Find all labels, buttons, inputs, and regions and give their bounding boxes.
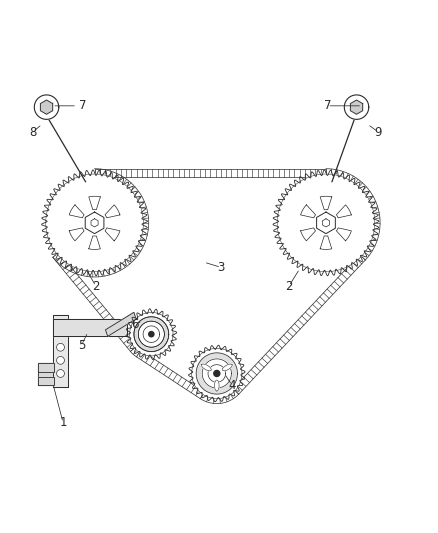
Polygon shape [38, 364, 54, 372]
Polygon shape [344, 95, 369, 119]
Polygon shape [215, 380, 219, 391]
Polygon shape [89, 196, 100, 210]
Polygon shape [38, 364, 54, 385]
Text: 2: 2 [285, 280, 293, 293]
Polygon shape [130, 312, 173, 356]
Polygon shape [300, 205, 315, 218]
Polygon shape [69, 205, 84, 218]
Text: 1: 1 [60, 416, 67, 429]
Polygon shape [192, 349, 242, 399]
Polygon shape [300, 228, 315, 241]
Polygon shape [46, 174, 143, 272]
Polygon shape [69, 228, 84, 241]
Polygon shape [320, 196, 332, 210]
Polygon shape [320, 236, 332, 249]
Polygon shape [322, 219, 329, 227]
Polygon shape [223, 364, 232, 371]
Polygon shape [106, 312, 136, 336]
Text: 7: 7 [324, 99, 331, 112]
Polygon shape [53, 314, 68, 386]
Polygon shape [196, 353, 237, 394]
Text: 3: 3 [218, 261, 225, 274]
Circle shape [57, 369, 64, 377]
Circle shape [57, 357, 64, 364]
Text: 9: 9 [374, 126, 382, 139]
Polygon shape [40, 100, 53, 114]
Circle shape [214, 370, 220, 376]
Text: 6: 6 [131, 318, 139, 330]
Text: 2: 2 [92, 280, 99, 293]
Polygon shape [105, 205, 120, 218]
Polygon shape [138, 321, 164, 347]
Polygon shape [208, 365, 226, 382]
Polygon shape [336, 228, 351, 241]
Text: 8: 8 [29, 126, 36, 139]
Text: 4: 4 [228, 379, 236, 392]
Polygon shape [201, 364, 211, 371]
Polygon shape [350, 100, 363, 114]
Text: 7: 7 [79, 99, 87, 112]
Polygon shape [38, 376, 54, 385]
Polygon shape [202, 359, 231, 388]
Polygon shape [34, 95, 59, 119]
Polygon shape [317, 212, 336, 233]
Circle shape [149, 332, 154, 337]
Text: 5: 5 [78, 338, 85, 352]
Polygon shape [134, 317, 169, 352]
Polygon shape [105, 228, 120, 241]
Polygon shape [85, 212, 104, 233]
Circle shape [57, 343, 64, 351]
Polygon shape [91, 219, 98, 227]
Polygon shape [277, 174, 375, 272]
Polygon shape [53, 319, 127, 336]
Polygon shape [89, 236, 100, 249]
Polygon shape [336, 205, 351, 218]
